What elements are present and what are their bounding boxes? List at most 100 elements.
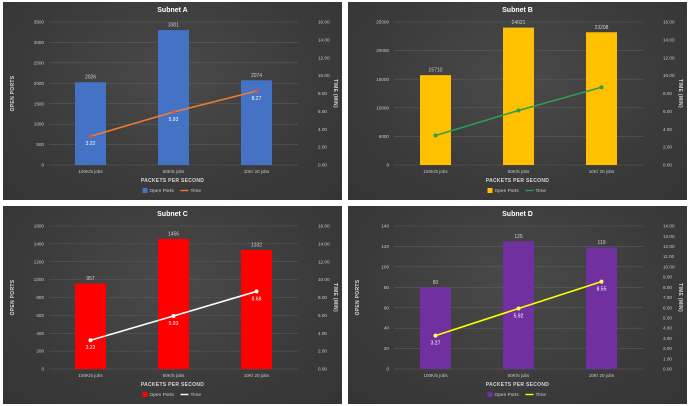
bar bbox=[420, 287, 451, 369]
y-tick-label: 1000 bbox=[34, 122, 45, 127]
bar-value-label: 125 bbox=[514, 234, 523, 240]
x-tick-label: 100K/5 jobs bbox=[78, 169, 103, 174]
y-tick-label: 140 bbox=[381, 224, 389, 229]
y-tick-label: 1200 bbox=[34, 259, 45, 264]
chart-svg: Subnet B 0 5000 10000 15000 20000 25000 0.00 2.0… bbox=[376, 7, 683, 194]
y2-tick-label: 2.00 bbox=[318, 349, 327, 354]
chart-panel-subnet-b: Subnet B 0 5000 10000 15000 20000 25000 0.00 2.0… bbox=[348, 2, 687, 200]
y-axis-label: OPEN PORTS bbox=[10, 75, 16, 111]
y2-axis-label: TIME (MIN) bbox=[332, 79, 338, 108]
x-tick-label: 50K/5 jobs bbox=[508, 169, 530, 174]
bar-value-label: 119 bbox=[598, 240, 606, 246]
y2-tick-label: 4.00 bbox=[318, 331, 327, 336]
chart-panel-subnet-d: Subnet D 0 20 40 60 80 100 120 140 0.00 1.00 2.00 3.… bbox=[348, 206, 687, 404]
y-tick-label: 2500 bbox=[34, 60, 45, 65]
y-tick-label: 10000 bbox=[376, 105, 389, 110]
bar-value-label: 1332 bbox=[251, 242, 262, 248]
y2-tick-label: 8.00 bbox=[318, 295, 327, 300]
y-tick-label: 500 bbox=[36, 142, 44, 147]
line-value-label: 5.93 bbox=[169, 321, 179, 327]
legend-label-open-ports: Open Ports bbox=[495, 392, 520, 398]
y2-tick-label: 16.00 bbox=[318, 20, 330, 25]
y-tick-label: 0 bbox=[41, 163, 44, 168]
bar-value-label: 2074 bbox=[251, 73, 262, 79]
line-point bbox=[599, 279, 604, 284]
y2-tick-label: 6.00 bbox=[318, 109, 327, 114]
bar bbox=[241, 249, 272, 369]
y2-tick-label: 4.00 bbox=[663, 127, 672, 132]
bar bbox=[158, 238, 189, 369]
y-tick-label: 400 bbox=[36, 331, 44, 336]
y2-tick-label: 12.00 bbox=[318, 259, 330, 264]
y-tick-label: 100 bbox=[381, 264, 389, 269]
chart-svg: Subnet A 0 500 1000 1500 2000 2500 3000 3500 0.00… bbox=[10, 7, 338, 194]
y2-tick-label: 12.00 bbox=[663, 244, 675, 249]
line-point bbox=[88, 338, 93, 343]
y2-tick-label: 9.00 bbox=[663, 275, 672, 280]
line-value-label: 8.55 bbox=[597, 287, 607, 293]
x-tick-label: 10K/ 20 jobs bbox=[589, 373, 615, 378]
line-value-label: 3.22 bbox=[86, 141, 96, 147]
legend-label-open-ports: Open Ports bbox=[150, 188, 175, 194]
y2-tick-label: 10.00 bbox=[318, 277, 330, 282]
chart-svg: Subnet C 0 200 400 600 800 1000 1200 1400 1600 0.0… bbox=[10, 211, 338, 398]
y2-tick-label: 14.00 bbox=[318, 241, 330, 246]
bar-value-label: 957 bbox=[86, 276, 95, 282]
y2-tick-label: 10.00 bbox=[663, 264, 675, 269]
legend-label-open-ports: Open Ports bbox=[150, 392, 175, 398]
y2-tick-label: 14.00 bbox=[663, 37, 675, 42]
y2-tick-label: 8.00 bbox=[663, 91, 672, 96]
x-axis-label: PACKETS PER SECOND bbox=[486, 382, 549, 388]
x-axis-label: PACKETS PER SECOND bbox=[486, 178, 549, 184]
line-point bbox=[171, 314, 176, 319]
line-value-label: 5.92 bbox=[514, 314, 524, 320]
y2-tick-label: 2.00 bbox=[663, 145, 672, 150]
x-tick-label: 50K/5 jobs bbox=[163, 169, 185, 174]
y-axis-label: OPEN PORTS bbox=[10, 279, 16, 315]
chart-title: Subnet D bbox=[502, 211, 533, 218]
y-tick-label: 120 bbox=[381, 244, 389, 249]
y-tick-label: 2000 bbox=[34, 81, 45, 86]
bar bbox=[503, 27, 534, 165]
line-value-label: 5.93 bbox=[169, 117, 179, 123]
line-point bbox=[599, 85, 604, 90]
legend-label-time: Time bbox=[536, 188, 547, 194]
y-tick-label: 20 bbox=[384, 346, 390, 351]
y2-tick-label: 6.00 bbox=[663, 305, 672, 310]
bar bbox=[420, 75, 451, 165]
line-point bbox=[88, 134, 93, 139]
line-point bbox=[171, 110, 176, 115]
y2-tick-label: 0.00 bbox=[663, 163, 672, 168]
bar bbox=[158, 30, 189, 166]
y2-tick-label: 6.00 bbox=[663, 109, 672, 114]
line-point bbox=[254, 289, 259, 294]
legend-label-open-ports: Open Ports bbox=[495, 188, 520, 194]
y-tick-label: 60 bbox=[384, 305, 390, 310]
bar-value-label: 2026 bbox=[85, 75, 96, 81]
legend-label-time: Time bbox=[191, 392, 202, 398]
y2-tick-label: 4.00 bbox=[663, 326, 672, 331]
y2-tick-label: 7.00 bbox=[663, 295, 672, 300]
line-value-label: 8.68 bbox=[252, 296, 262, 302]
y-tick-label: 0 bbox=[386, 367, 389, 372]
y-tick-label: 25000 bbox=[376, 20, 389, 25]
chart-title: Subnet C bbox=[157, 211, 188, 218]
y2-tick-label: 13.00 bbox=[663, 234, 675, 239]
y2-tick-label: 8.00 bbox=[663, 285, 672, 290]
bar-value-label: 3301 bbox=[168, 23, 179, 29]
y-tick-label: 0 bbox=[386, 163, 389, 168]
x-tick-label: 50K/5 jobs bbox=[508, 373, 530, 378]
legend-label-time: Time bbox=[191, 188, 202, 194]
bar-value-label: 24021 bbox=[512, 20, 526, 26]
line-value-label: 3.22 bbox=[86, 345, 96, 351]
y2-tick-label: 8.00 bbox=[318, 91, 327, 96]
bar bbox=[75, 82, 106, 165]
y-tick-label: 15000 bbox=[376, 77, 389, 82]
y2-tick-label: 12.00 bbox=[318, 55, 330, 60]
bar bbox=[586, 247, 617, 369]
bar-value-label: 80 bbox=[433, 280, 439, 286]
bar-value-label: 23208 bbox=[595, 25, 609, 31]
x-tick-label: 100K/5 jobs bbox=[78, 373, 103, 378]
y2-tick-label: 0.00 bbox=[318, 367, 327, 372]
